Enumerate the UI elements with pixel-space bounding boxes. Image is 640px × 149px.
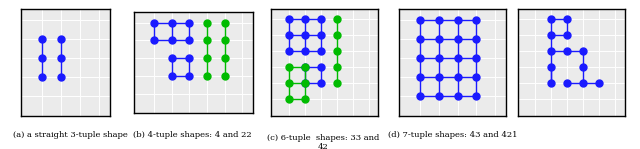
Text: (a) a straight 3-tuple shape: (a) a straight 3-tuple shape	[13, 131, 128, 139]
Text: (b) 4-tuple shapes: 4 and 22: (b) 4-tuple shapes: 4 and 22	[132, 131, 252, 139]
Text: (c) 6-tuple  shapes: 33 and
42: (c) 6-tuple shapes: 33 and 42	[267, 134, 380, 149]
Text: (d) 7-tuple shapes: 43 and 421: (d) 7-tuple shapes: 43 and 421	[388, 131, 517, 139]
